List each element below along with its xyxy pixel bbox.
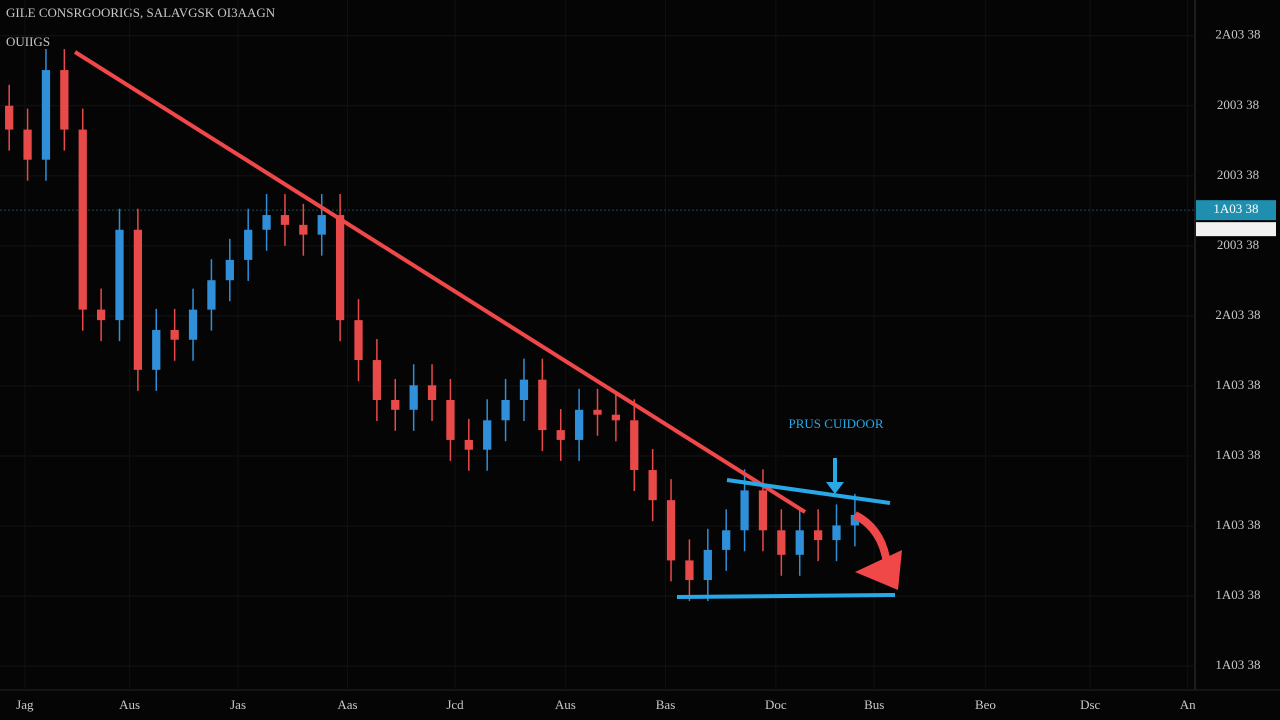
- candle-body: [795, 530, 804, 555]
- y-tick-label: 1A03 38: [1215, 587, 1260, 602]
- y-tick-label: 1A03 38: [1215, 377, 1260, 392]
- candle-body: [262, 215, 271, 230]
- x-tick-label: Doc: [765, 697, 787, 712]
- candle-body: [722, 530, 731, 550]
- candle-body: [225, 259, 234, 281]
- arrow-head: [826, 482, 844, 494]
- x-tick-label: Dsc: [1080, 697, 1100, 712]
- y-tick-label: 2003 38: [1217, 237, 1259, 252]
- last-price-label: 1A03 38: [1213, 201, 1258, 216]
- candle-body: [409, 385, 418, 410]
- candle-body: [188, 309, 198, 340]
- x-tick-label: Aas: [337, 697, 357, 712]
- candle-body: [78, 129, 87, 310]
- candle-body: [244, 229, 253, 260]
- candle-body: [777, 530, 786, 555]
- candle-body: [23, 129, 32, 160]
- down-arrow-head: [855, 550, 902, 590]
- candle-body: [5, 105, 14, 130]
- candle-body: [611, 414, 621, 421]
- price-box: [1196, 222, 1276, 237]
- candle-body: [354, 320, 363, 361]
- candle-body: [133, 229, 143, 370]
- candle-body: [317, 215, 326, 235]
- y-tick-label: 1A03 38: [1215, 447, 1260, 462]
- candle-body: [501, 399, 510, 421]
- candle-body: [299, 224, 308, 235]
- candle-body: [152, 329, 161, 370]
- candle-body: [630, 420, 639, 471]
- candle-body: [464, 439, 473, 450]
- x-tick-label: Jcd: [446, 697, 464, 712]
- resistance-line: [726, 478, 891, 505]
- candle-body: [280, 215, 290, 225]
- candle-body: [685, 560, 694, 581]
- candle-body: [832, 525, 841, 541]
- chart-title: GILE CONSRGOORIGS, SALAVGSK OI3AAGN: [6, 5, 276, 20]
- x-tick-label: Bus: [864, 697, 884, 712]
- candle-body: [740, 490, 749, 531]
- candle-body: [574, 409, 584, 440]
- trend-line: [73, 50, 807, 514]
- candle-body: [446, 399, 455, 440]
- chart-subtitle: OUIIGS: [6, 34, 50, 49]
- support-line: [676, 593, 896, 599]
- candle-body: [813, 530, 823, 541]
- candle-body: [666, 500, 676, 561]
- candle-body: [391, 399, 400, 410]
- last-price-box: [1196, 200, 1276, 221]
- candle-body: [60, 70, 69, 130]
- candle-body: [593, 409, 602, 415]
- candle-body: [538, 379, 547, 431]
- candle-body: [207, 280, 216, 310]
- x-tick-label: Jag: [16, 697, 34, 712]
- y-tick-label: 2003 38: [1217, 97, 1259, 112]
- grid: [0, 0, 1195, 690]
- candles: [5, 49, 860, 602]
- y-tick-label: 1A03 38: [1215, 517, 1260, 532]
- candle-body: [427, 385, 437, 400]
- candle-body: [758, 490, 768, 531]
- candle-body: [41, 70, 51, 160]
- axes: 2A03 38 2003 38 2003 38 2003 38 2A03 38 1A03 …: [16, 27, 1276, 712]
- x-tick-label: Beo: [975, 697, 996, 712]
- x-tick-label: Jas: [230, 697, 246, 712]
- y-tick-label: 2003 38: [1217, 167, 1259, 182]
- candle-body: [96, 309, 106, 321]
- candle-body: [115, 229, 124, 321]
- x-tick-label: Aus: [555, 697, 576, 712]
- y-tick-label: 2A03 38: [1215, 27, 1260, 42]
- x-tick-label: Bas: [656, 697, 676, 712]
- candle-body: [335, 215, 345, 321]
- candle-body: [556, 430, 565, 440]
- x-tick-label: An: [1180, 697, 1196, 712]
- y-tick-label: 1A03 38: [1215, 657, 1260, 672]
- candle-body: [372, 360, 382, 400]
- candle-body: [850, 514, 860, 526]
- y-tick-label: 2A03 38: [1215, 307, 1260, 322]
- candle-body: [483, 420, 492, 450]
- x-tick-label: Aus: [119, 697, 140, 712]
- candle-body: [519, 379, 529, 400]
- annotation: PRUS CUIDOOR: [789, 416, 884, 431]
- candle-body: [648, 470, 657, 501]
- candle-body: [170, 329, 179, 340]
- candle-body: [703, 549, 712, 581]
